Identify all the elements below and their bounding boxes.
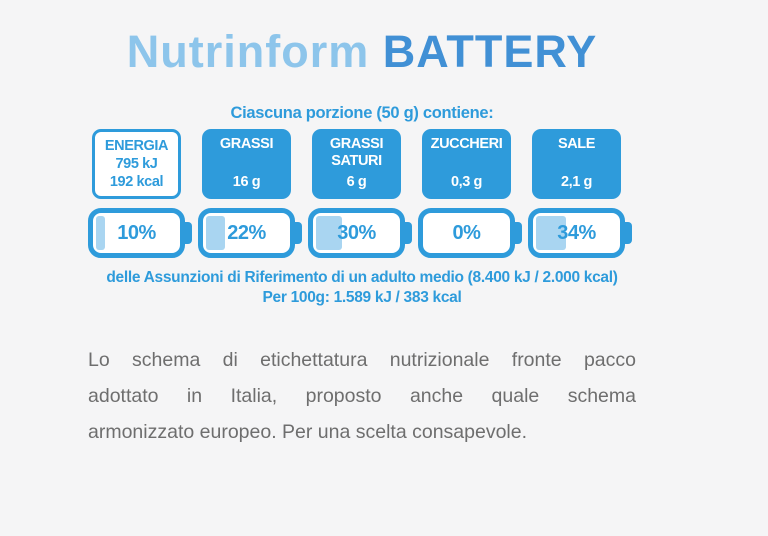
nutrient-cell-grassi-saturi: GRASSI SATURI 6 g 30% [308,129,412,258]
nutrient-cell-grassi: GRASSI 16 g 22% [198,129,302,258]
nutrient-name: SALE [557,136,596,152]
battery-gauge-sale: 34% [528,208,632,258]
nutrient-box-grassi: GRASSI 16 g [202,129,291,199]
nutrient-box-sale: SALE 2,1 g [532,129,621,199]
battery-fill [206,216,226,250]
battery-fill [316,216,343,250]
nutrient-cell-energia: ENERGIA 795 kJ 192 kcal 10% [88,129,192,258]
nutrient-value: 0,3 g [450,174,483,190]
nutrient-value: 795 kJ 192 kcal [109,156,164,190]
description-line: adottato in Italia, proposto anche quale… [88,385,636,407]
battery-percent: 0% [452,221,481,244]
battery-gauge-zuccheri: 0% [418,208,522,258]
battery-terminal [624,222,632,244]
battery-percent: 10% [117,221,156,244]
nutrient-value: 2,1 g [560,174,593,190]
battery-fill [96,216,105,250]
battery-gauge-grassi-saturi: 30% [308,208,412,258]
nutrinform-label: Ciascuna porzione (50 g) contiene: ENERG… [88,104,636,308]
battery-percent: 30% [337,221,376,244]
battery-gauge-energia: 10% [88,208,192,258]
nutrient-name: GRASSI SATURI [329,136,384,169]
battery-percent: 22% [227,221,266,244]
portion-header: Ciascuna porzione (50 g) contiene: [230,104,494,122]
nutrient-box-energia: ENERGIA 795 kJ 192 kcal [92,129,181,199]
battery-gauge-grassi: 22% [198,208,302,258]
nutrient-value: 16 g [232,174,261,190]
nutrient-value: 6 g [346,174,367,190]
footnote-line-2: Per 100g: 1.589 kJ / 383 kcal [262,289,462,306]
page-title: Nutrinform BATTERY [88,26,636,78]
nutrient-cell-sale: SALE 2,1 g 34% [528,129,632,258]
battery-terminal [294,222,302,244]
title-battery: BATTERY [382,26,598,77]
nutrient-cell-zuccheri: ZUCCHERI 0,3 g 0% [418,129,522,258]
reference-intake-note: delle Assunzioni di Riferimento di un ad… [88,268,636,308]
battery-terminal [514,222,522,244]
battery-percent: 34% [557,221,596,244]
nutrient-row: ENERGIA 795 kJ 192 kcal 10% GRASSI 16 g … [88,129,636,258]
nutrient-box-zuccheri: ZUCCHERI 0,3 g [422,129,511,199]
nutrient-box-grassi-saturi: GRASSI SATURI 6 g [312,129,401,199]
footnote-line-1: delle Assunzioni di Riferimento di un ad… [106,269,618,286]
description-line: armonizzato europeo. Per una scelta cons… [88,421,528,443]
nutrient-name: ZUCCHERI [430,136,503,152]
description-line: Lo schema di etichettatura nutrizionale … [88,349,636,371]
title-nutrinform: Nutrinform [126,26,370,77]
nutrient-name: GRASSI [219,136,274,152]
description: Lo schema di etichettatura nutrizionale … [88,342,636,450]
battery-fill [536,216,566,250]
battery-terminal [404,222,412,244]
nutrient-name: ENERGIA [104,138,169,154]
page: Nutrinform BATTERY Ciascuna porzione (50… [88,26,636,450]
battery-terminal [184,222,192,244]
